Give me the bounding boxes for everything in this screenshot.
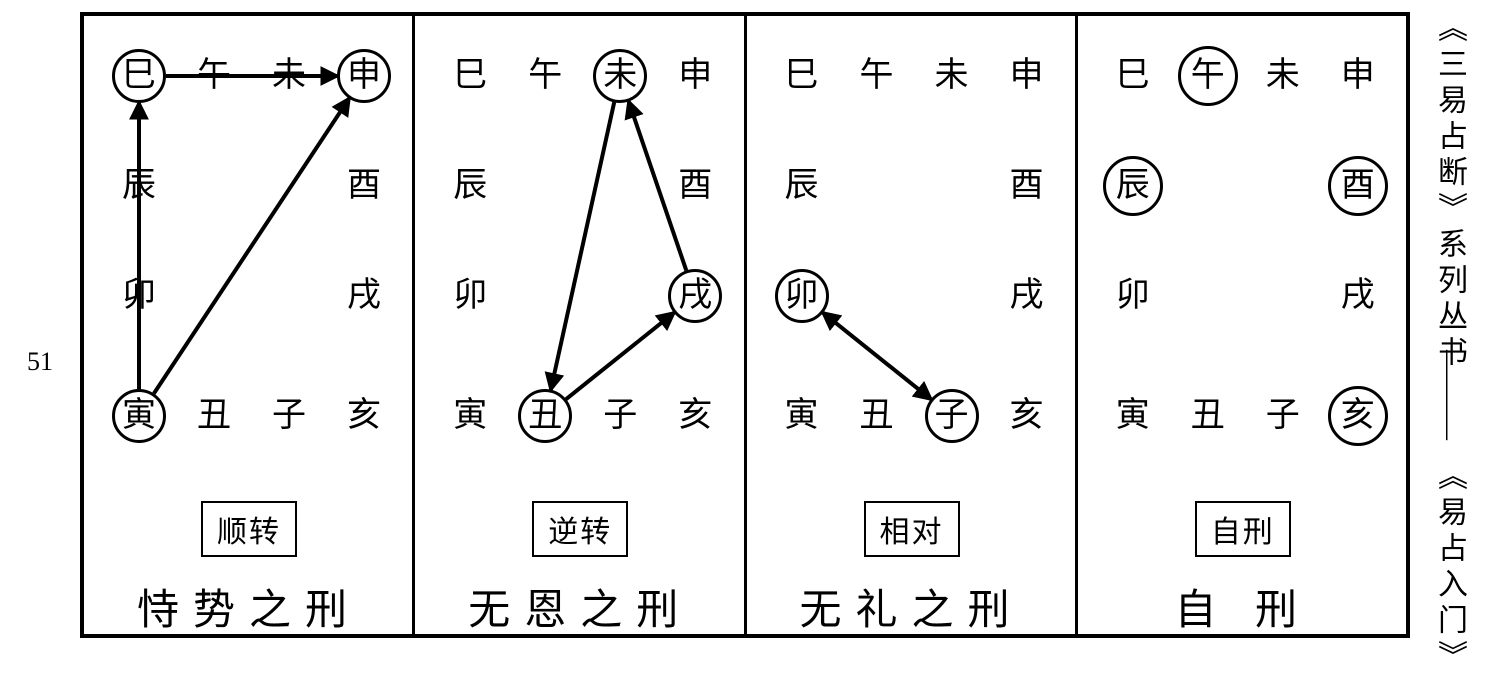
- panel-p3: 巳 午 未 申辰 酉卯 戌寅 丑 子 亥相对无礼之刑: [747, 16, 1078, 634]
- branch-yin: 寅: [453, 399, 487, 433]
- branch-wu: 午: [197, 59, 231, 93]
- branch-xu: 戌: [347, 279, 381, 313]
- panel-p4: 巳 午 未 申辰 酉卯 戌寅 丑 子 亥自刑自 刑: [1078, 16, 1406, 634]
- arrow-yin-shen: [154, 99, 349, 394]
- arrow-chou-xu: [566, 313, 674, 399]
- page-root: 51 《三易占断》系列丛书 ——— 《易占入门》 巳 午 未 申辰 酉卯 戌寅 丑 子 亥顺转恃…: [0, 0, 1492, 666]
- tag-p1: 顺转: [201, 501, 297, 557]
- branch-shen: 申: [678, 59, 712, 93]
- branch-si: 巳: [453, 59, 487, 93]
- branch-si: 巳: [785, 59, 819, 93]
- branch-chou: 丑: [860, 399, 894, 433]
- panel-p1: 巳 午 未 申辰 酉卯 戌寅 丑 子 亥顺转恃势之刑: [84, 16, 415, 634]
- branch-hai: 亥: [1010, 399, 1044, 433]
- branch-zi: 子: [272, 399, 306, 433]
- branch-chen: 辰: [453, 169, 487, 203]
- branch-si: 巳: [1116, 59, 1150, 93]
- branch-you: 酉: [678, 169, 712, 203]
- branch-you: 酉: [347, 169, 381, 203]
- branch-chen: 辰: [122, 169, 156, 203]
- diagram-frame: 巳 午 未 申辰 酉卯 戌寅 丑 子 亥顺转恃势之刑 巳 午 未 申辰 酉卯 戌寅 丑 子 亥逆转无恩之刑 巳 午 未 申…: [80, 12, 1410, 638]
- branch-si: 巳: [122, 59, 156, 93]
- branch-wei: 未: [272, 59, 306, 93]
- title-p4: 自 刑: [1174, 576, 1311, 637]
- branch-chou: 丑: [197, 399, 231, 433]
- side-header-part2: 《易占入门》: [1434, 460, 1464, 666]
- branch-shen: 申: [347, 59, 381, 93]
- branch-yin: 寅: [122, 399, 156, 433]
- branch-wu: 午: [860, 59, 894, 93]
- branch-wei: 未: [1266, 59, 1300, 93]
- title-p3: 无礼之刑: [799, 576, 1023, 637]
- branch-mao: 卯: [122, 279, 156, 313]
- tag-p4: 自刑: [1195, 501, 1291, 557]
- side-header-dashes: ———: [1434, 350, 1464, 440]
- branch-you: 酉: [1010, 169, 1044, 203]
- arrow-mao-zi: [823, 313, 931, 399]
- branch-hai: 亥: [1341, 399, 1375, 433]
- branch-mao: 卯: [453, 279, 487, 313]
- branch-xu: 戌: [678, 279, 712, 313]
- tag-p2: 逆转: [532, 501, 628, 557]
- side-header-part1: 《三易占断》系列丛书: [1434, 12, 1464, 372]
- branch-chen: 辰: [1116, 169, 1150, 203]
- branch-shen: 申: [1341, 59, 1375, 93]
- page-number: 51: [27, 347, 53, 377]
- branch-zi: 子: [603, 399, 637, 433]
- branch-shen: 申: [1010, 59, 1044, 93]
- branch-yin: 寅: [1116, 399, 1150, 433]
- branch-you: 酉: [1341, 169, 1375, 203]
- branch-mao: 卯: [785, 279, 819, 313]
- branch-chou: 丑: [1191, 399, 1225, 433]
- branch-zi: 子: [935, 399, 969, 433]
- branch-wei: 未: [935, 59, 969, 93]
- branch-chou: 丑: [528, 399, 562, 433]
- branch-wei: 未: [603, 59, 637, 93]
- branch-hai: 亥: [347, 399, 381, 433]
- arrow-wei-chou: [551, 102, 614, 389]
- tag-p3: 相对: [864, 501, 960, 557]
- branch-xu: 戌: [1010, 279, 1044, 313]
- panel-p2: 巳 午 未 申辰 酉卯 戌寅 丑 子 亥逆转无恩之刑: [415, 16, 746, 634]
- branch-zi: 子: [1266, 399, 1300, 433]
- branch-wu: 午: [528, 59, 562, 93]
- title-p2: 无恩之刑: [468, 576, 692, 637]
- branch-xu: 戌: [1341, 279, 1375, 313]
- branch-chen: 辰: [785, 169, 819, 203]
- title-p1: 恃势之刑: [137, 576, 361, 637]
- branch-wu: 午: [1191, 59, 1225, 93]
- branch-mao: 卯: [1116, 279, 1150, 313]
- branch-hai: 亥: [678, 399, 712, 433]
- branch-yin: 寅: [785, 399, 819, 433]
